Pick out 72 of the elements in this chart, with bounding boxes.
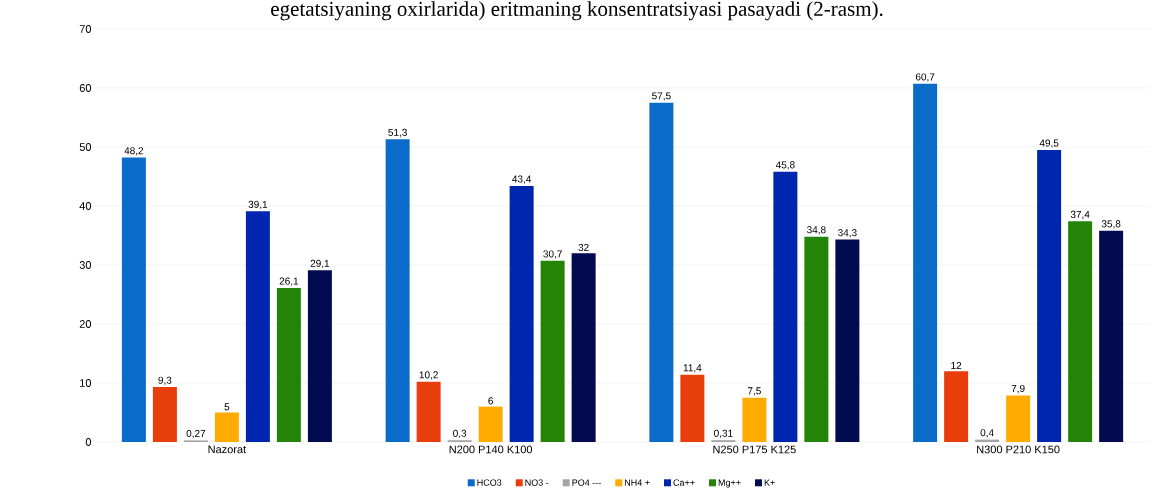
legend-label: NH4 + bbox=[624, 479, 650, 486]
bar bbox=[1068, 221, 1093, 442]
y-tick-label: 60 bbox=[79, 84, 92, 92]
data-label: 34,3 bbox=[838, 229, 857, 238]
bar bbox=[1099, 230, 1124, 442]
bar bbox=[276, 288, 301, 442]
data-label: 51,3 bbox=[388, 128, 407, 138]
y-tick-label: 70 bbox=[79, 25, 92, 33]
chart-title: egetatsiyaning oxirlarida) eritmaning konsentratsiyasi pasayadi (2-rasm). bbox=[271, 1, 883, 21]
y-tick-label: 40 bbox=[79, 202, 92, 210]
bar bbox=[509, 185, 534, 442]
y-tick-label: 30 bbox=[79, 261, 92, 269]
data-label: 7,5 bbox=[747, 387, 761, 396]
data-label: 34,8 bbox=[807, 226, 826, 235]
bar bbox=[1037, 149, 1062, 442]
data-label: 26,1 bbox=[279, 277, 299, 286]
bar bbox=[742, 397, 767, 442]
bar bbox=[913, 83, 938, 442]
data-label: 6 bbox=[488, 397, 493, 405]
data-label: 0,31 bbox=[714, 429, 733, 438]
bar bbox=[773, 171, 798, 442]
data-label: 35,8 bbox=[1101, 220, 1121, 229]
data-label: 10,2 bbox=[419, 371, 438, 380]
bar bbox=[835, 239, 860, 442]
bar bbox=[214, 412, 239, 442]
x-tick-label: N250 P175 K125 bbox=[713, 445, 796, 454]
data-label: 49,5 bbox=[1039, 139, 1059, 148]
data-label: 0,3 bbox=[453, 429, 467, 439]
legend-label: HCO3 bbox=[477, 479, 502, 486]
data-label: 39,1 bbox=[248, 200, 268, 210]
data-label: 5 bbox=[224, 403, 230, 411]
data-label: 0,27 bbox=[186, 429, 206, 439]
legend-label: Mg++ bbox=[718, 479, 741, 488]
data-label: 48,2 bbox=[124, 147, 144, 156]
legend-label: NO3 - bbox=[525, 479, 549, 486]
data-label: 29,1 bbox=[310, 259, 330, 269]
data-label: 0,4 bbox=[980, 429, 994, 438]
bar bbox=[416, 381, 441, 442]
bar bbox=[1006, 395, 1031, 442]
data-label: 11,4 bbox=[683, 364, 702, 373]
data-label: 60,7 bbox=[915, 73, 935, 82]
bar bbox=[385, 139, 410, 442]
legend-label: PO4 --- bbox=[572, 479, 601, 486]
y-tick-label: 0 bbox=[85, 438, 92, 446]
bar bbox=[152, 387, 177, 442]
data-label: 30,7 bbox=[543, 250, 562, 259]
y-tick-label: 50 bbox=[79, 143, 92, 151]
data-label: 57,5 bbox=[652, 92, 671, 101]
data-label: 37,4 bbox=[1070, 210, 1090, 220]
bar bbox=[649, 102, 674, 442]
bar bbox=[571, 253, 596, 442]
x-tick-label: N300 P210 K150 bbox=[977, 445, 1060, 454]
data-label: 7,9 bbox=[1011, 384, 1025, 394]
x-tick-label: Nazorat bbox=[208, 445, 247, 454]
bar bbox=[680, 374, 705, 442]
bar bbox=[245, 211, 270, 442]
bar bbox=[804, 236, 829, 442]
bar bbox=[944, 371, 969, 442]
y-tick-label: 20 bbox=[79, 320, 92, 328]
data-label: 9,3 bbox=[158, 376, 172, 385]
legend-label: Ca++ bbox=[673, 479, 695, 486]
data-label: 32 bbox=[578, 243, 589, 251]
x-tick-label: N200 P140 K100 bbox=[449, 445, 533, 454]
bar bbox=[121, 157, 146, 442]
y-tick-label: 10 bbox=[80, 379, 92, 387]
data-label: 43,4 bbox=[512, 175, 532, 184]
data-label: 45,8 bbox=[775, 161, 795, 170]
bar bbox=[540, 260, 565, 442]
legend-label: K+ bbox=[764, 479, 775, 486]
bar bbox=[478, 406, 503, 442]
bar bbox=[307, 270, 332, 442]
data-label: 12 bbox=[951, 362, 962, 369]
